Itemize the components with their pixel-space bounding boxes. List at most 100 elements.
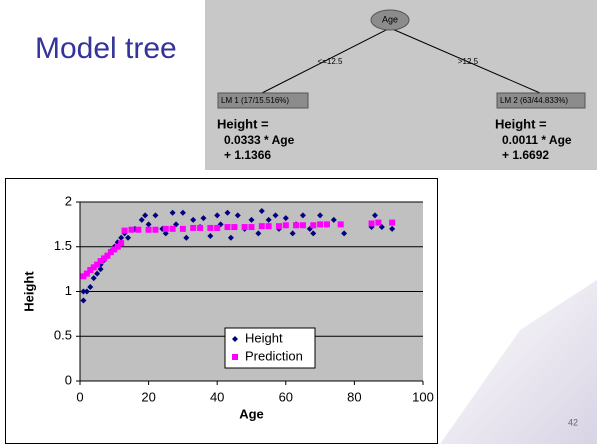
legend-box <box>224 327 316 369</box>
tree-root-label: Age <box>382 14 398 24</box>
point <box>94 270 101 277</box>
point <box>190 216 197 223</box>
point <box>234 212 241 219</box>
leaf-formula: 0.0333 * Age <box>224 133 295 147</box>
point <box>265 223 272 230</box>
point <box>282 222 289 229</box>
point <box>179 209 186 216</box>
point <box>104 252 111 259</box>
point <box>258 223 265 230</box>
legend-marker <box>232 354 238 360</box>
point <box>125 234 132 241</box>
leaf-label: LM 1 (17/15.516%) <box>221 96 289 105</box>
x-tick-label: 80 <box>347 389 361 404</box>
point <box>197 224 204 231</box>
point <box>114 243 121 250</box>
x-axis-label: Age <box>239 406 264 421</box>
point <box>299 212 306 219</box>
point <box>87 284 94 291</box>
y-tick-label: 1 <box>65 283 72 298</box>
point <box>145 226 152 233</box>
point <box>330 216 337 223</box>
point <box>323 221 330 228</box>
point <box>275 223 282 230</box>
point <box>80 273 87 280</box>
legend-label: Prediction <box>245 348 303 363</box>
legend-label: Height <box>245 330 283 345</box>
tree-root-node <box>370 9 410 31</box>
point <box>227 234 234 241</box>
point <box>293 222 300 229</box>
point <box>87 267 94 274</box>
point <box>142 212 149 219</box>
point <box>310 230 317 237</box>
y-axis-label: Height <box>21 271 36 312</box>
point <box>152 226 159 233</box>
point <box>248 224 255 231</box>
point <box>231 224 238 231</box>
point <box>101 255 108 262</box>
x-tick-label: 60 <box>279 389 293 404</box>
y-tick-label: 2 <box>65 193 72 208</box>
point <box>310 222 317 229</box>
point <box>255 230 262 237</box>
point <box>94 261 101 268</box>
x-tick-label: 40 <box>210 389 224 404</box>
point <box>371 212 378 219</box>
point <box>169 209 176 216</box>
edge-label: >12.5 <box>458 57 479 66</box>
point <box>135 226 142 233</box>
point <box>258 207 265 214</box>
point <box>224 224 231 231</box>
leaf-label: LM 2 (63/44.833%) <box>500 96 568 105</box>
point <box>128 226 135 233</box>
point <box>337 221 344 228</box>
page-number: 42 <box>568 417 578 427</box>
point <box>80 297 87 304</box>
point <box>152 212 159 219</box>
tree-edge <box>261 27 391 94</box>
point <box>241 224 248 231</box>
point <box>162 225 169 232</box>
point <box>111 246 118 253</box>
y-tick-label: 0 <box>65 372 72 387</box>
point <box>299 222 306 229</box>
point <box>190 224 197 231</box>
leaf-formula: Height = <box>495 116 547 131</box>
leaf-formula: + 1.1366 <box>224 148 271 162</box>
tree-edge <box>389 27 541 94</box>
leaf-formula: + 1.6692 <box>502 148 549 162</box>
leaf-formula: Height = <box>217 116 269 131</box>
y-tick-label: 1.5 <box>54 238 72 253</box>
point <box>107 249 114 256</box>
leaf-formula: 0.0011 * Age <box>502 133 572 147</box>
x-tick-label: 100 <box>412 389 434 404</box>
legend-marker <box>232 336 238 342</box>
point <box>272 212 279 219</box>
point <box>169 225 176 232</box>
point <box>207 233 214 240</box>
point <box>248 216 255 223</box>
point <box>121 227 128 234</box>
point <box>389 219 396 226</box>
point <box>90 275 97 282</box>
point <box>183 234 190 241</box>
point <box>224 209 231 216</box>
point <box>375 219 382 226</box>
point <box>368 220 375 227</box>
point <box>265 216 272 223</box>
point <box>317 221 324 228</box>
point <box>289 230 296 237</box>
leaf-node <box>496 92 586 109</box>
point <box>200 215 207 222</box>
point <box>83 270 90 277</box>
slide-title: Model tree <box>35 32 177 65</box>
point <box>90 264 97 271</box>
point <box>80 288 87 295</box>
point <box>97 258 104 265</box>
point <box>145 221 152 228</box>
point <box>214 212 221 219</box>
y-tick-label: 0.5 <box>54 328 72 343</box>
point <box>214 224 221 231</box>
